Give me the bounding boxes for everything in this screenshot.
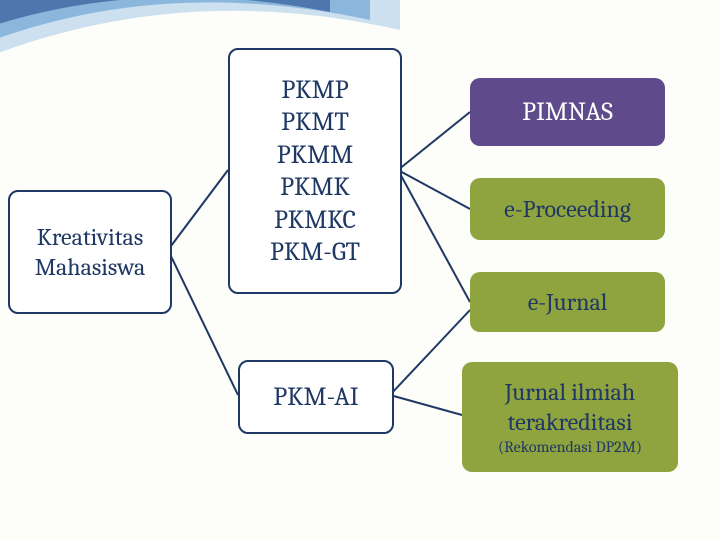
node-jurnal-ilmiah: Jurnal ilmiahterakreditasi(Rekomendasi D… bbox=[462, 362, 678, 472]
pkm-item: PKMK bbox=[280, 171, 350, 204]
node-e-proceeding: e-Proceeding bbox=[470, 178, 665, 240]
pkm-item: PKMP bbox=[281, 74, 348, 107]
ejurnal-label: e-Jurnal bbox=[528, 287, 608, 317]
pimnas-label: PIMNAS bbox=[522, 96, 613, 129]
pkm-item: PKM-GT bbox=[270, 236, 360, 269]
node-e-jurnal: e-Jurnal bbox=[470, 272, 665, 332]
root-label-line: Mahasiswa bbox=[35, 252, 146, 282]
root-label-line: Kreativitas bbox=[37, 222, 144, 252]
pkm-ai-label: PKM-AI bbox=[273, 381, 358, 414]
root-node-kreativitas: KreativitasMahasiswa bbox=[8, 190, 172, 314]
jurnal-main-line: Jurnal ilmiah bbox=[505, 377, 635, 407]
pkm-item: PKMKC bbox=[274, 204, 356, 237]
node-pkm-ai: PKM-AI bbox=[238, 360, 394, 434]
pkm-item: PKMT bbox=[281, 106, 349, 139]
jurnal-sub-line: (Rekomendasi DP2M) bbox=[498, 437, 642, 457]
eproceeding-label: e-Proceeding bbox=[504, 194, 631, 224]
jurnal-main-line: terakreditasi bbox=[508, 407, 633, 437]
pkm-item: PKMM bbox=[277, 139, 353, 172]
node-pkm-group: PKMPPKMTPKMMPKMKPKMKCPKM-GT bbox=[228, 48, 402, 294]
node-pimnas: PIMNAS bbox=[470, 78, 665, 146]
